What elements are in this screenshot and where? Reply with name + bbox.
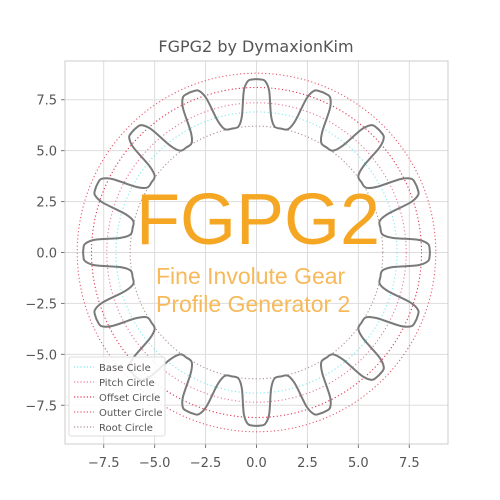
watermark-line2: Profile Generator 2 xyxy=(156,291,350,317)
y-tick-label: −5.0 xyxy=(25,348,57,363)
watermark-line1: Fine Involute Gear xyxy=(156,263,346,289)
y-tick-label: 7.5 xyxy=(36,94,57,109)
legend-label: Pitch Circle xyxy=(99,378,155,389)
legend-label: Base Cicle xyxy=(99,363,151,374)
legend-box xyxy=(68,356,166,437)
x-tick-label: −5.0 xyxy=(139,456,171,471)
y-tick-label: −2.5 xyxy=(25,297,57,312)
x-tick-label: −7.5 xyxy=(88,456,120,471)
legend-label: Offset Circle xyxy=(99,393,160,404)
watermark: FGPG2 Fine Involute Gear Profile Generat… xyxy=(136,180,380,317)
x-tick-label: 7.5 xyxy=(399,456,420,471)
y-tick-label: 2.5 xyxy=(36,196,57,211)
legend-label: Root Circle xyxy=(99,423,153,434)
reference-circle xyxy=(129,125,384,380)
x-tick-label: 2.5 xyxy=(297,456,318,471)
legend-label: Outter Circle xyxy=(99,408,163,419)
legend: Base Cicle Pitch Circle Offset Circle Outte… xyxy=(68,356,166,437)
axis-ticks: −7.5 −5.0 −2.5 0.0 2.5 5.0 7.5 −7.5 −5.0 −2.5 0.0 2… xyxy=(25,94,419,471)
reference-circle xyxy=(115,111,398,394)
grid xyxy=(65,61,448,444)
y-tick-label: −7.5 xyxy=(25,399,57,414)
x-tick-label: −2.5 xyxy=(190,456,222,471)
reference-circle xyxy=(90,86,423,419)
plot-frame xyxy=(64,60,449,445)
reference-circle xyxy=(106,102,407,403)
chart-title: FGPG2 by DymaxionKim xyxy=(158,37,353,56)
gear-outline xyxy=(82,78,431,427)
y-tick-label: 5.0 xyxy=(36,145,57,160)
reference-circle xyxy=(76,72,437,433)
x-tick-label: 5.0 xyxy=(348,456,369,471)
watermark-title: FGPG2 xyxy=(136,180,380,260)
y-tick-label: 0.0 xyxy=(36,247,57,262)
reference-circles xyxy=(76,72,437,433)
x-tick-label: 0.0 xyxy=(246,456,267,471)
gear-profile xyxy=(82,78,431,427)
